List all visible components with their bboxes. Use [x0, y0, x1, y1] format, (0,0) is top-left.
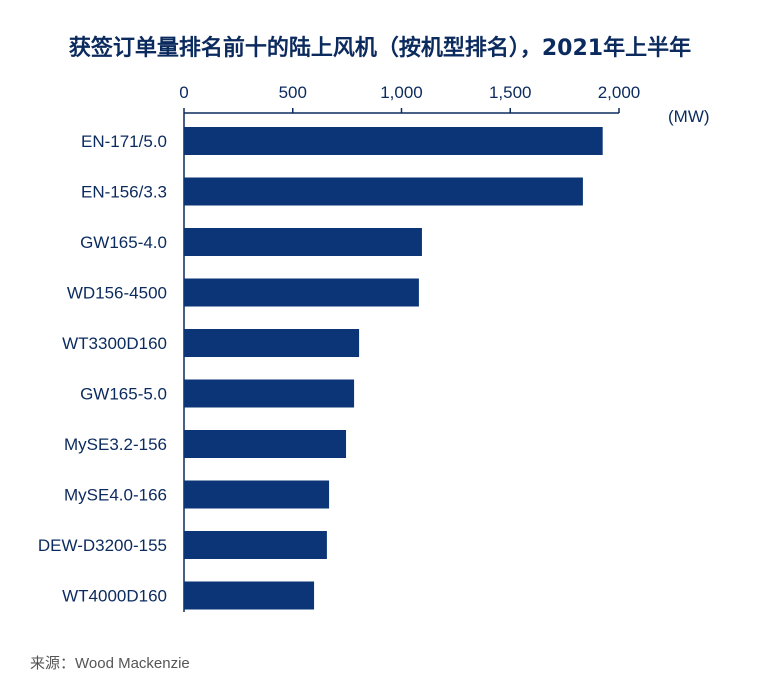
bar [184, 379, 355, 408]
bar [184, 329, 360, 357]
source-note: 来源：Wood Mackenzie [30, 655, 190, 672]
category-label: GW165-4.0 [80, 233, 167, 252]
bar [184, 581, 315, 610]
x-tick-label: 0 [179, 83, 188, 102]
bar [184, 531, 327, 559]
bar [184, 480, 330, 509]
category-label: WT3300D160 [62, 334, 167, 353]
bar [184, 127, 603, 155]
category-label: MySE3.2-156 [64, 435, 167, 454]
bar [184, 177, 583, 206]
category-label: DEW-D3200-155 [38, 536, 167, 555]
unit-label: (MW) [668, 107, 710, 126]
category-label: EN-156/3.3 [81, 183, 167, 202]
bar [184, 278, 419, 307]
x-tick-label: 1,500 [489, 83, 532, 102]
category-label: GW165-5.0 [80, 385, 167, 404]
bar [184, 228, 422, 256]
bar [184, 430, 347, 458]
category-label: WD156-4500 [67, 284, 167, 303]
category-label: WT4000D160 [62, 587, 167, 606]
category-label: EN-171/5.0 [81, 132, 167, 151]
category-label: MySE4.0-166 [64, 486, 167, 505]
x-tick-label: 1,000 [380, 83, 423, 102]
chart-title: 获签订单量排名前十的陆上风机（按机型排名），2021年上半年 [68, 36, 692, 61]
x-tick-label: 500 [279, 83, 307, 102]
x-tick-label: 2,000 [598, 83, 641, 102]
